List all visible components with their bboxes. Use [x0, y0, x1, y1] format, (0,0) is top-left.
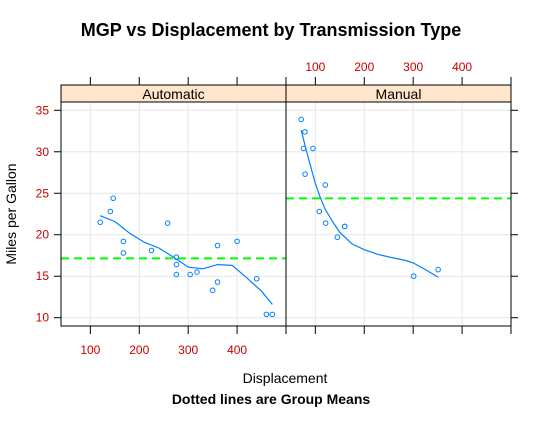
x-tick-label: 300	[403, 60, 423, 74]
y-tick-label: 15	[36, 269, 50, 283]
top-x-axis: 100 200 300 400	[89, 60, 512, 85]
smooth-curve	[300, 130, 439, 278]
panel-automatic: Automatic	[60, 84, 287, 327]
data-point	[316, 208, 323, 215]
data-point	[209, 287, 216, 294]
y-tick-label: 30	[36, 145, 50, 159]
x-tick-label: 200	[129, 343, 149, 357]
data-point	[302, 129, 308, 135]
data-point	[410, 273, 417, 280]
data-point	[214, 279, 221, 285]
bottom-x-axis: 100 200 300 400	[80, 326, 512, 357]
data-point	[173, 254, 180, 260]
panel-frame	[60, 101, 287, 327]
data-point	[148, 247, 155, 254]
right-y-axis	[511, 109, 518, 319]
data-point	[253, 275, 260, 282]
y-tick-label: 35	[36, 103, 50, 117]
data-point	[234, 238, 240, 245]
x-tick-label: 300	[178, 343, 198, 357]
data-point	[173, 261, 180, 268]
data-point	[164, 220, 171, 226]
left-y-axis: 10 15 20 25 30 35	[36, 103, 61, 325]
data-point	[263, 311, 270, 318]
data-point	[334, 234, 341, 241]
x-tick-label: 400	[452, 60, 472, 74]
strip-label: Automatic	[142, 86, 204, 102]
x-tick-label: 100	[305, 60, 325, 74]
data-point	[97, 219, 103, 226]
x-tick-label: 200	[354, 60, 374, 74]
data-point	[322, 220, 329, 226]
data-point	[187, 271, 193, 278]
data-point	[435, 266, 441, 273]
y-tick-label: 10	[36, 311, 50, 325]
data-point	[110, 195, 116, 202]
x-axis-label: Displacement	[243, 370, 328, 386]
x-tick-label: 100	[80, 343, 100, 357]
data-point	[120, 250, 127, 256]
y-tick-label: 25	[36, 186, 50, 200]
strip-label: Manual	[376, 86, 422, 102]
panel-frame	[285, 101, 512, 327]
data-point	[341, 223, 348, 230]
data-point	[194, 269, 200, 275]
data-point	[173, 271, 180, 278]
chart-title: MGP vs Displacement by Transmission Type	[81, 20, 461, 40]
chart-subtitle: Dotted lines are Group Means	[172, 391, 371, 407]
y-tick-label: 20	[36, 228, 50, 242]
data-point	[107, 208, 114, 215]
data-point	[120, 238, 127, 245]
panel-manual: Manual	[285, 84, 512, 327]
x-tick-label: 400	[227, 343, 247, 357]
data-point	[322, 182, 329, 188]
data-point	[300, 145, 307, 152]
data-point	[214, 242, 221, 249]
smooth-curve	[99, 215, 273, 305]
data-point	[310, 145, 316, 152]
data-point	[298, 116, 305, 123]
data-point	[302, 171, 308, 177]
data-point	[269, 311, 276, 318]
y-axis-label: Miles per Gallon	[3, 163, 19, 264]
